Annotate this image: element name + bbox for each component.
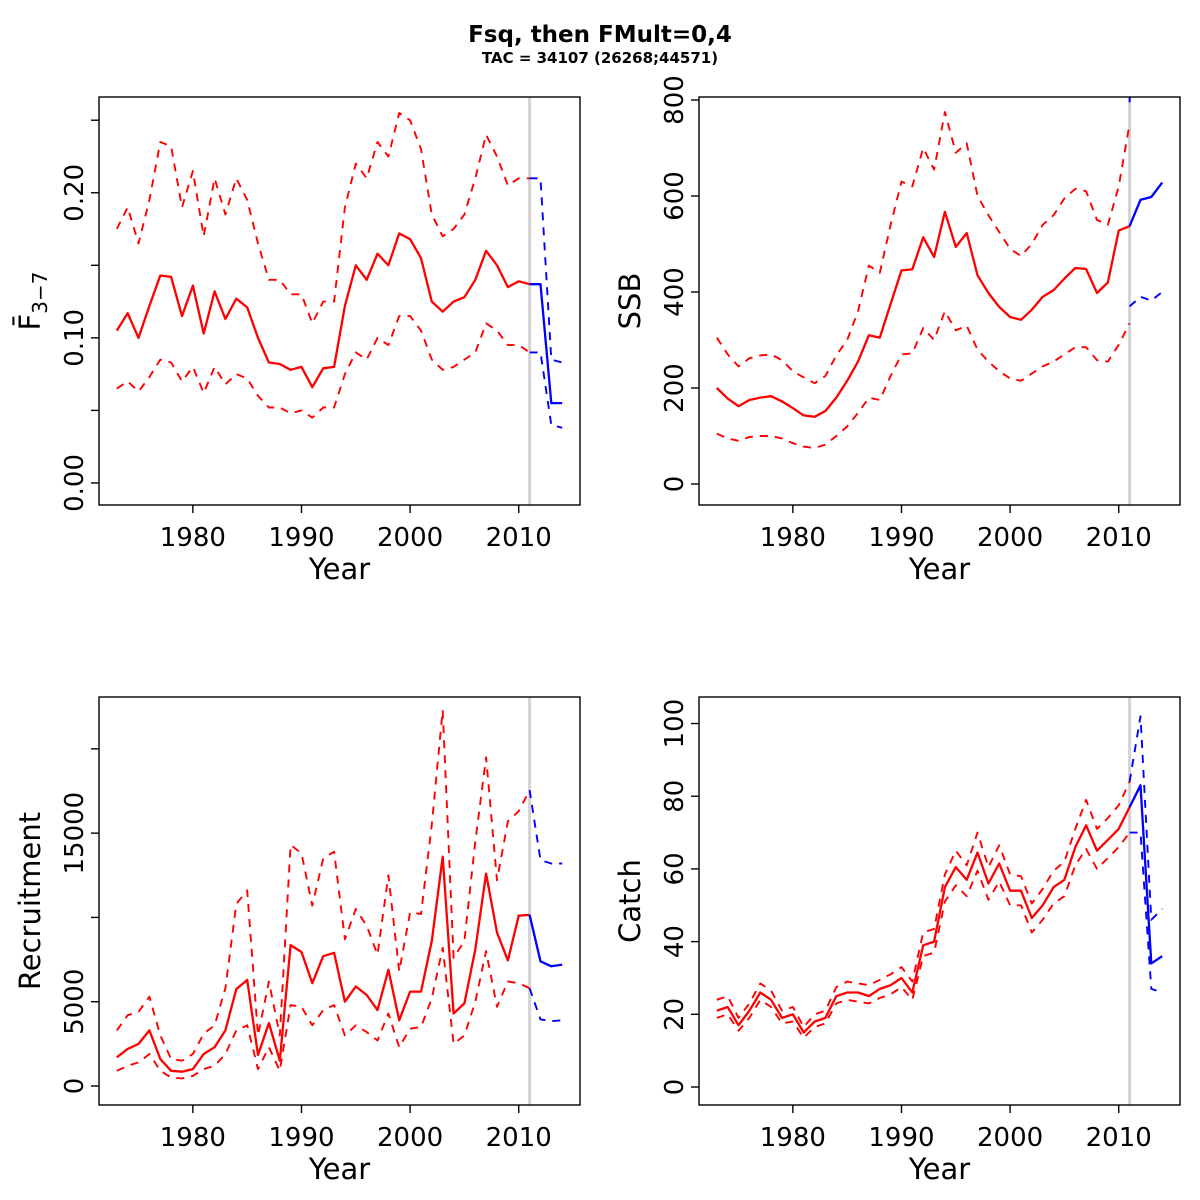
figure-title: Fsq, then FMult=0,4: [468, 22, 732, 48]
panel-catch-ci-lower-projection: [1129, 831, 1163, 994]
panel-recruitment-median-projection: [528, 914, 563, 968]
panel-ssb-y-tick-label: 200: [660, 363, 690, 413]
panel-recruitment-box: [98, 696, 581, 1106]
panel-catch-y-tick-label: 60: [660, 852, 690, 885]
panel-catch-median-history: [716, 806, 1131, 1034]
panel-ssb-median-history: [715, 210, 1131, 418]
panel-recruitment-x-axis-title: Year: [308, 1152, 370, 1186]
panel-ssb-y-tick-label: 0: [660, 476, 690, 493]
panel-catch-ci-upper-projection: [1128, 715, 1163, 921]
panel-ssb-x-tick-label: 1980: [760, 523, 826, 553]
panel-catch-y-tick-label: 40: [660, 925, 690, 958]
panel-ssb-ci-upper-projection: [1128, 97, 1131, 103]
panel-ssb-y-tick-label: 600: [660, 171, 690, 221]
panel-fbar-y-tick-label: 0.00: [60, 454, 90, 512]
panel-recruitment-median-history: [116, 855, 530, 1073]
panel-fbar-x-tick-label: 1990: [268, 523, 334, 553]
panel-recruitment: 1980 1990 2000 2010 0 5000 15000 Year Recruitmen…: [13, 696, 581, 1186]
panel-fbar-median-projection: [529, 283, 563, 405]
panel-ssb-median-projection: [1128, 181, 1164, 227]
panel-fbar-y-tick-label: 0.10: [60, 309, 90, 367]
panel-ssb-x-tick-label: 2000: [977, 523, 1043, 553]
panel-catch-y-tick-label: 80: [660, 780, 690, 813]
panel-catch-x-tick-label: 2000: [977, 1123, 1043, 1153]
panel-fbar-x-tick-label: 2010: [486, 523, 552, 553]
panel-fbar-ci-upper-history: [115, 112, 530, 325]
panel-catch-ci-lower-history: [716, 832, 1131, 1039]
panel-catch-x-tick-label: 2010: [1086, 1123, 1152, 1153]
panel-ssb-ci-upper-history: [716, 111, 1131, 385]
figure-subtitle: TAC = 34107 (26268;44571): [481, 49, 719, 67]
panel-catch-y-tick-label: 100: [660, 699, 690, 749]
panel-recruitment-x-tick-label: 2000: [377, 1123, 443, 1153]
panel-ssb: 1980 1990 2000 2010 0 200 400 600 800 Year SSB: [613, 75, 1181, 586]
panel-catch-median-projection: [1128, 784, 1163, 965]
panel-fbar-box: [98, 96, 581, 506]
panel-ssb-x-tick-label: 1990: [868, 523, 934, 553]
panel-recruitment-x-tick-label: 1990: [268, 1123, 334, 1153]
panel-ssb-y-tick-label: 400: [660, 267, 690, 317]
panel-ssb-ci-lower-history: [716, 310, 1131, 449]
panel-catch-x-tick-label: 1990: [868, 1123, 934, 1153]
panel-recruitment-y-tick-label: 15000: [60, 792, 90, 875]
panel-catch-x-axis-title: Year: [908, 1152, 970, 1186]
panel-fbar-y-tick-label: 0.20: [60, 164, 90, 222]
panel-fbar-x-axis-title: Year: [308, 552, 370, 586]
panel-catch-ci-upper-history: [716, 781, 1131, 1028]
panel-fbar-median-history: [115, 232, 530, 389]
panel-catch: 1980 1990 2000 2010 0 20 40 60 80 100 Year Catch: [613, 696, 1181, 1186]
panel-fbar: 1980 1990 2000 2010 0.00 0.10 0.20 Year F̄3−7: [13, 96, 581, 586]
panel-ssb-ci-lower-projection: [1128, 291, 1163, 308]
panel-fbar-y-axis-title: F̄3−7: [13, 272, 52, 331]
panel-ssb-y-tick-label: 800: [660, 75, 690, 125]
panel-catch-x-tick-label: 1980: [760, 1123, 826, 1153]
panel-recruitment-ci-upper-history: [116, 709, 531, 1062]
panel-recruitment-ci-upper-projection: [528, 789, 563, 865]
panel-fbar-ci-upper-projection: [529, 177, 563, 364]
panel-fbar-x-tick-label: 2000: [377, 523, 443, 553]
panel-catch-y-tick-label: 20: [660, 998, 690, 1031]
panel-recruitment-x-tick-label: 2010: [486, 1123, 552, 1153]
panel-recruitment-ci-lower-history: [116, 946, 530, 1080]
panel-recruitment-y-tick-label: 0: [60, 1078, 90, 1095]
panel-fbar-x-tick-label: 1980: [160, 523, 226, 553]
panel-ssb-box: [698, 96, 1181, 506]
panel-catch-y-axis-title: Catch: [613, 859, 647, 943]
panel-recruitment-y-tick-label: 5000: [60, 969, 90, 1035]
panel-recruitment-ci-lower-projection: [528, 987, 563, 1023]
panel-ssb-x-tick-label: 2010: [1086, 523, 1152, 553]
panel-ssb-y-axis-title: SSB: [613, 273, 647, 330]
panel-fbar-ci-lower-projection: [529, 351, 563, 429]
panel-ssb-x-axis-title: Year: [908, 552, 970, 586]
panel-recruitment-x-tick-label: 1980: [160, 1123, 226, 1153]
panel-catch-box: [698, 696, 1181, 1106]
panel-catch-y-tick-label: 0: [660, 1079, 690, 1096]
panel-recruitment-y-axis-title: Recruitment: [13, 812, 47, 990]
panel-fbar-ci-lower-history: [116, 315, 531, 419]
